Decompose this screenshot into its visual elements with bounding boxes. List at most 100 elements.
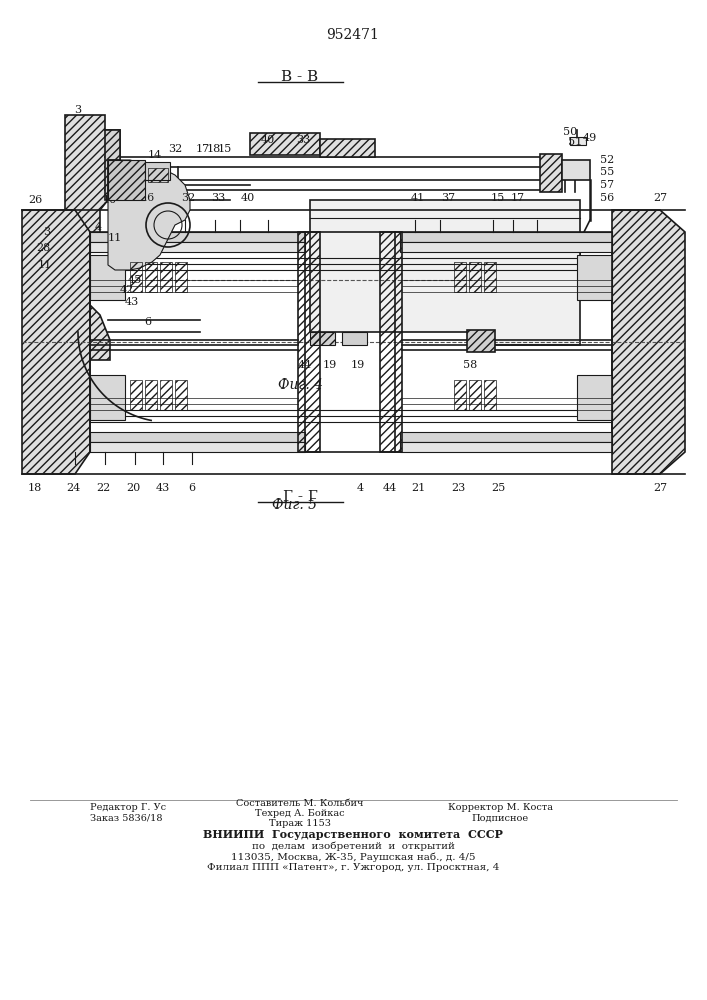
Bar: [130, 380, 142, 410]
Text: 19: 19: [351, 360, 365, 370]
Bar: [400, 442, 612, 452]
Text: 17: 17: [196, 144, 210, 154]
Text: Тираж 1153: Тираж 1153: [269, 820, 331, 828]
Bar: [454, 262, 466, 292]
Text: 50: 50: [563, 127, 577, 137]
Text: 45: 45: [128, 275, 142, 285]
Bar: [400, 432, 612, 442]
Text: 3: 3: [43, 227, 51, 237]
Text: В - В: В - В: [281, 70, 319, 84]
Bar: [562, 160, 590, 180]
Text: 952471: 952471: [327, 28, 380, 42]
Text: 4: 4: [95, 222, 102, 232]
Text: 11: 11: [38, 260, 52, 270]
Text: 15: 15: [218, 144, 232, 154]
Bar: [160, 380, 172, 410]
Text: 19: 19: [323, 360, 337, 370]
Text: 43: 43: [156, 483, 170, 493]
Bar: [342, 332, 367, 345]
Bar: [175, 380, 187, 410]
Text: 26: 26: [28, 195, 42, 205]
Bar: [145, 162, 170, 180]
Polygon shape: [105, 130, 120, 200]
Text: 33: 33: [211, 193, 225, 203]
Bar: [467, 330, 495, 352]
Text: Техред А. Бойкас: Техред А. Бойкас: [255, 810, 345, 818]
Bar: [454, 380, 466, 410]
Text: 40: 40: [241, 193, 255, 203]
Bar: [90, 232, 305, 242]
Text: 18: 18: [207, 144, 221, 154]
Bar: [145, 380, 157, 410]
Text: 20: 20: [126, 483, 140, 493]
Text: 58: 58: [463, 360, 477, 370]
Text: Фиг. 5: Фиг. 5: [272, 498, 317, 512]
Bar: [145, 262, 157, 292]
Text: 10: 10: [103, 195, 117, 205]
Text: 18: 18: [28, 483, 42, 493]
Text: Составитель М. Кольбич: Составитель М. Кольбич: [236, 800, 363, 808]
Text: Фиг. 4: Фиг. 4: [278, 378, 322, 392]
Bar: [160, 262, 172, 292]
Text: 32: 32: [181, 193, 195, 203]
Text: 14: 14: [148, 150, 162, 160]
Text: 43: 43: [125, 297, 139, 307]
Text: 21: 21: [411, 483, 425, 493]
Bar: [90, 242, 305, 252]
Text: 56: 56: [600, 193, 614, 203]
Text: Корректор М. Коста: Корректор М. Коста: [448, 804, 552, 812]
Bar: [469, 380, 481, 410]
Bar: [130, 262, 142, 292]
Bar: [320, 139, 375, 157]
Text: 15: 15: [491, 193, 505, 203]
Text: Заказ 5836/18: Заказ 5836/18: [90, 814, 163, 822]
Bar: [310, 332, 335, 345]
Polygon shape: [65, 115, 120, 360]
Text: по  делам  изобретений  и  открытий: по делам изобретений и открытий: [252, 841, 455, 851]
Text: 6: 6: [189, 483, 196, 493]
Bar: [90, 375, 125, 420]
Bar: [175, 262, 187, 292]
Polygon shape: [22, 210, 90, 474]
Text: 113035, Москва, Ж-35, Раушская наб., д. 4/5: 113035, Москва, Ж-35, Раушская наб., д. …: [230, 852, 475, 862]
Text: ВНИИПИ  Государственного  комитета  СССР: ВНИИПИ Государственного комитета СССР: [203, 830, 503, 840]
Text: 32: 32: [168, 144, 182, 154]
Bar: [148, 168, 168, 182]
Text: 12: 12: [111, 177, 125, 187]
Bar: [540, 154, 562, 192]
Bar: [90, 442, 305, 452]
Bar: [577, 375, 612, 420]
Bar: [400, 242, 612, 252]
Text: 40: 40: [261, 135, 275, 145]
Text: 23: 23: [451, 483, 465, 493]
Text: 4: 4: [356, 483, 363, 493]
Text: Подписное: Подписное: [472, 814, 529, 822]
Text: 42: 42: [120, 285, 134, 295]
Text: Филиал ППП «Патент», г. Ужгород, ул. Просктная, 4: Филиал ППП «Патент», г. Ужгород, ул. Про…: [207, 863, 499, 872]
Text: 17: 17: [511, 193, 525, 203]
Polygon shape: [108, 160, 145, 200]
Text: 6: 6: [144, 317, 151, 327]
Text: 51: 51: [568, 137, 582, 147]
Bar: [469, 262, 481, 292]
Bar: [380, 232, 402, 452]
Polygon shape: [108, 160, 190, 270]
Bar: [298, 232, 320, 452]
Text: 37: 37: [441, 193, 455, 203]
Text: 25: 25: [491, 483, 505, 493]
Bar: [90, 255, 125, 300]
Bar: [90, 432, 305, 442]
Bar: [484, 262, 496, 292]
Text: 55: 55: [600, 167, 614, 177]
Text: 57: 57: [600, 180, 614, 190]
Bar: [577, 255, 612, 300]
Text: 11: 11: [108, 233, 122, 243]
Text: Редактор Г. Ус: Редактор Г. Ус: [90, 804, 166, 812]
Text: 16: 16: [141, 193, 155, 203]
Text: 24: 24: [66, 483, 80, 493]
Text: 41: 41: [411, 193, 425, 203]
Text: 52: 52: [600, 155, 614, 165]
Polygon shape: [612, 210, 685, 474]
Bar: [400, 232, 612, 242]
Text: 3: 3: [74, 105, 81, 115]
